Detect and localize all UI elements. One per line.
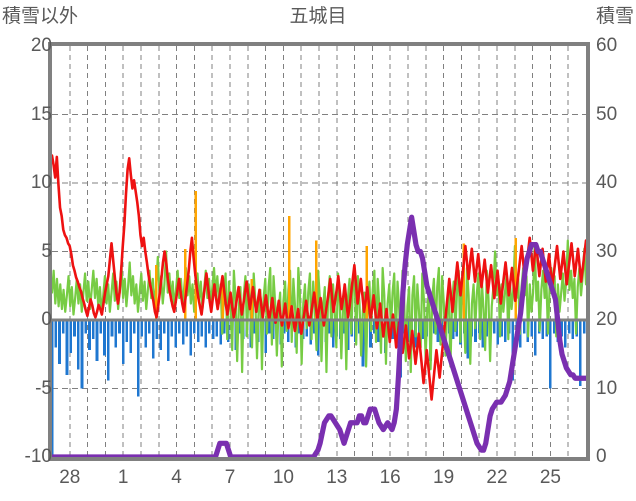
bottom-axis-tick: 22	[486, 467, 508, 488]
bottom-axis-tick: 1	[117, 467, 129, 488]
right-axis-tick: 0	[596, 446, 607, 467]
page-title: 五城目	[289, 6, 347, 27]
right-axis-tick: 30	[596, 240, 618, 262]
left-axis-tick: 10	[30, 172, 52, 193]
bottom-axis-tick: 25	[539, 467, 561, 488]
sunshine-bars	[52, 320, 586, 455]
left-axis-tick: 0	[41, 309, 52, 330]
left-axis-tick: -10	[24, 446, 52, 467]
bottom-axis-tick: 7	[224, 467, 236, 488]
plot-inner	[52, 46, 586, 457]
temperature-line	[52, 154, 586, 401]
left-axis-tick: -5	[35, 377, 52, 399]
right-axis-title: 積雪	[595, 6, 634, 27]
bottom-axis-tick: 19	[433, 467, 455, 488]
left-axis-tick: 15	[30, 103, 52, 125]
bottom-axis-tick: 28	[59, 467, 81, 488]
bottom-axis-tick: 10	[272, 467, 294, 488]
zero-line	[52, 318, 586, 322]
bottom-axis-tick: 13	[326, 467, 348, 488]
right-axis-tick: 50	[596, 103, 618, 125]
snow-depth-line	[52, 214, 586, 457]
right-axis-tick: 10	[596, 377, 618, 399]
plot-area	[48, 42, 590, 461]
right-axis-tick: 20	[596, 309, 618, 330]
left-axis-tick: 5	[41, 240, 52, 262]
right-axis-tick: 60	[596, 35, 618, 56]
bottom-axis-tick: 4	[171, 467, 182, 488]
right-axis-tick: 40	[596, 172, 618, 193]
left-axis-title: 積雪以外	[2, 6, 79, 27]
bottom-axis-tick: 16	[379, 467, 401, 488]
left-axis-tick: 20	[30, 35, 52, 56]
wind-line	[52, 239, 586, 374]
